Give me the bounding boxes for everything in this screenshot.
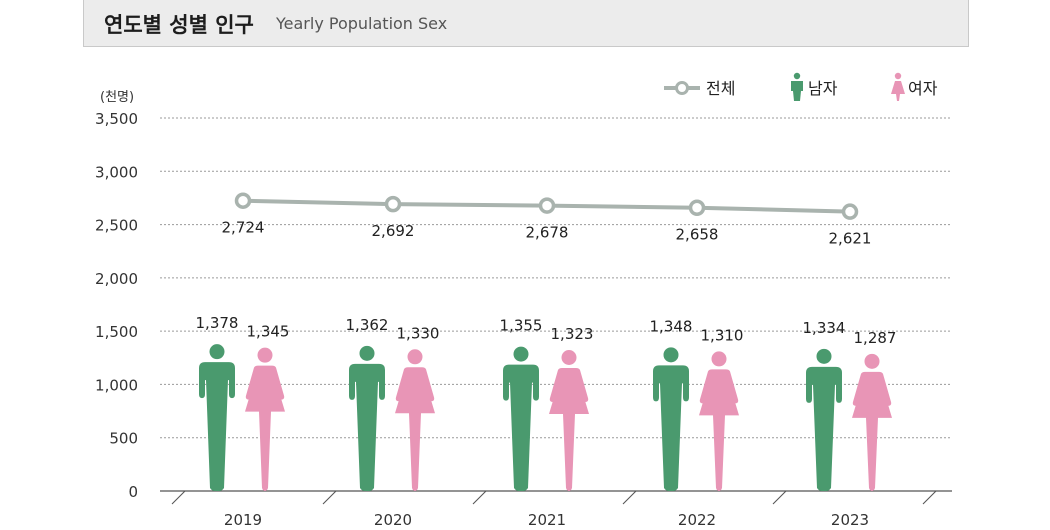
total-data-label: 2,692 [372,222,415,240]
male-icon-bar [503,346,539,491]
female-data-label: 1,310 [701,326,744,344]
x-axis-separator [322,490,337,505]
total-point [384,195,402,213]
legend-male-label: 남자 [808,79,838,98]
x-axis-separator [472,490,487,505]
male-icon-bar [653,347,689,491]
female-icon [894,72,902,80]
female-body [549,368,589,491]
y-tick-label: 2,500 [95,217,138,235]
female-icon-bar [245,347,285,491]
y-unit-label: (천명) [100,90,134,105]
total-data-label: 2,621 [829,230,872,248]
male-icon [793,72,801,80]
male-head [209,344,225,360]
male-body [806,366,842,491]
female-head [257,347,273,363]
male-body [653,365,689,491]
total-point [841,203,859,220]
female-data-label: 1,287 [854,329,897,347]
x-tick-label: 2022 [678,511,716,529]
x-tick-label: 2023 [831,511,869,529]
female-data-label: 1,330 [397,324,440,342]
total-data-label: 2,724 [222,219,265,237]
female-head [711,351,727,367]
total-data-label: 2,658 [676,226,719,244]
female-icon-bar [852,353,892,491]
female-data-label: 1,345 [247,323,290,341]
male-icon-bar [806,348,842,491]
y-tick-label: 500 [109,430,138,448]
male-head [816,348,832,364]
female-icon-bar [549,350,589,491]
x-axis-separator [622,490,637,505]
female-body [395,367,435,491]
female-icon-bar [699,351,739,491]
legend-female-icon [891,72,905,101]
male-icon-bar [349,345,385,491]
chart-title: 연도별 성별 인구 [104,13,254,37]
female-icon-bar [395,349,435,491]
male-data-label: 1,362 [346,316,389,334]
chart-subtitle: Yearly Population Sex [276,14,448,33]
x-axis-separator [772,490,787,505]
male-data-label: 1,334 [803,319,846,337]
y-tick-label: 2,000 [95,270,138,288]
male-body [503,364,539,491]
y-tick-label: 1,500 [95,323,138,341]
female-head [561,350,577,366]
male-body [199,362,235,491]
female-head [864,353,880,369]
male-body [349,363,385,491]
y-tick-label: 1,000 [95,376,138,394]
y-tick-label: 0 [128,483,138,501]
female-body [245,365,285,491]
legend-total-label: 전체 [706,79,735,98]
male-icon [791,81,803,101]
x-axis-separator [171,490,186,505]
male-head [359,345,375,361]
x-tick-label: 2021 [528,511,566,529]
total-point [538,197,556,214]
total-data-label: 2,678 [526,224,569,242]
y-tick-label: 3,500 [95,110,138,128]
female-head [407,349,423,365]
male-head [663,347,679,363]
male-icon-bar [199,344,235,491]
title-bar: 연도별 성별 인구 Yearly Population Sex [83,0,969,47]
male-data-label: 1,355 [500,317,543,335]
legend-male-icon [791,72,803,101]
legend-total-marker [675,81,689,95]
x-tick-label: 2019 [224,511,262,529]
total-point [688,199,706,216]
total-point [234,192,252,209]
x-axis-separator [922,490,937,505]
male-head [513,346,529,362]
x-tick-label: 2020 [374,511,412,529]
female-body [699,369,739,491]
legend-female-label: 여자 [908,79,938,98]
female-data-label: 1,323 [551,325,594,343]
y-tick-label: 3,000 [95,163,138,181]
female-body [852,371,892,491]
male-data-label: 1,378 [196,314,239,332]
male-data-label: 1,348 [650,317,693,335]
female-icon [891,81,905,101]
